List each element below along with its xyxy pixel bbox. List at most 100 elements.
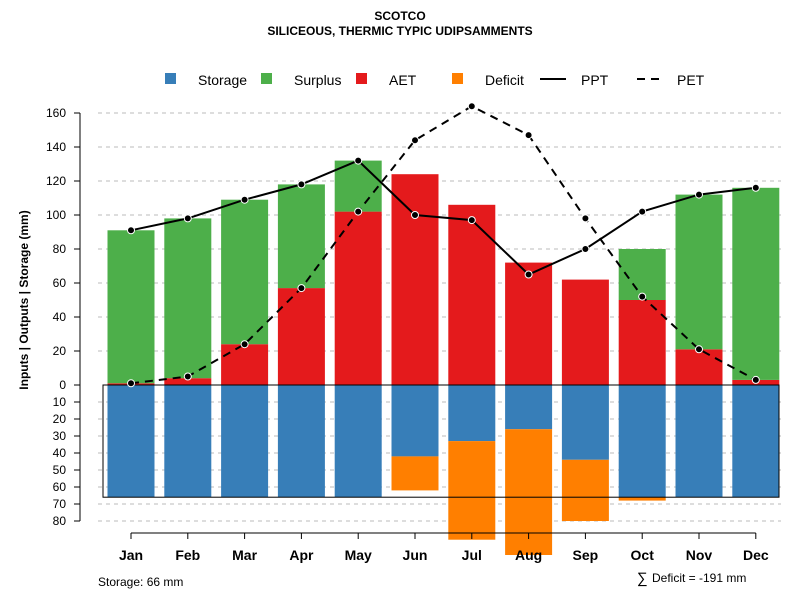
surplus-bar bbox=[277, 184, 325, 289]
x-tick-label: Aug bbox=[515, 547, 542, 563]
x-tick-label: Sep bbox=[573, 547, 599, 563]
pet-point bbox=[638, 292, 647, 301]
y-tick-label: 60 bbox=[53, 480, 67, 494]
pet-point bbox=[127, 379, 135, 388]
aet-bar bbox=[164, 378, 212, 385]
y-tick-label: 0 bbox=[59, 378, 66, 392]
storage-bar bbox=[675, 385, 723, 498]
ppt-point bbox=[127, 226, 135, 235]
legend-pet-label: PET bbox=[677, 72, 705, 88]
surplus-bar bbox=[221, 199, 269, 345]
storage-bar bbox=[448, 385, 496, 442]
x-tick-label: May bbox=[345, 547, 372, 563]
ppt-point bbox=[240, 195, 249, 204]
surplus-bar bbox=[164, 218, 212, 379]
ppt-point bbox=[751, 183, 760, 192]
deficit-bar bbox=[448, 441, 496, 540]
y-tick-label: 10 bbox=[53, 395, 67, 409]
y-tick-label: 40 bbox=[53, 310, 67, 324]
legend-ppt-label: PPT bbox=[581, 72, 609, 88]
storage-bar bbox=[221, 385, 269, 498]
y-tick-label: 40 bbox=[53, 446, 67, 460]
x-tick-label: Jan bbox=[119, 547, 143, 563]
y-tick-label: 20 bbox=[53, 344, 67, 358]
ppt-point bbox=[354, 156, 363, 165]
y-tick-label: 100 bbox=[46, 208, 66, 222]
ppt-point bbox=[581, 245, 590, 253]
storage-bar bbox=[334, 385, 382, 498]
deficit-bar bbox=[561, 459, 609, 521]
axes: 0 20 40 60 80 100 120 140 160 10 20 30 40 50 60 70 80 Jan… bbox=[46, 106, 780, 563]
pet-point bbox=[240, 340, 249, 349]
aet-bar bbox=[561, 279, 609, 385]
legend-deficit-label: Deficit bbox=[485, 72, 524, 88]
y-tick-label: 80 bbox=[53, 242, 67, 256]
y-tick-label: 20 bbox=[53, 412, 67, 426]
legend-surplus-label: Surplus bbox=[294, 72, 341, 88]
x-tick-label: Dec bbox=[743, 547, 769, 563]
storage-bar bbox=[561, 385, 609, 460]
chart-title: SCOTCO bbox=[374, 9, 426, 23]
pet-point bbox=[695, 345, 703, 354]
pet-point bbox=[354, 207, 363, 216]
y-tick-label: 60 bbox=[53, 276, 67, 290]
aet-bar bbox=[448, 204, 496, 385]
y-tick-label: 140 bbox=[46, 140, 66, 154]
x-tick-label: Apr bbox=[289, 547, 314, 563]
storage-bar bbox=[505, 385, 553, 430]
deficit-bar bbox=[618, 497, 666, 501]
y-tick-label: 160 bbox=[46, 106, 66, 120]
ppt-point bbox=[297, 180, 306, 189]
y-tick-label: 70 bbox=[53, 497, 67, 511]
storage-summary: Storage: 66 mm bbox=[98, 575, 183, 589]
x-tick-label: Nov bbox=[686, 547, 713, 563]
y-tick-label: 80 bbox=[53, 514, 67, 528]
y-tick-label: 120 bbox=[46, 174, 66, 188]
x-tick-label: Jun bbox=[403, 547, 428, 563]
legend-deficit-swatch bbox=[452, 73, 463, 84]
x-tick-label: Oct bbox=[631, 547, 655, 563]
x-tick-label: Mar bbox=[232, 547, 257, 563]
pet-point bbox=[581, 214, 590, 223]
legend-storage-swatch bbox=[165, 73, 176, 84]
deficit-bar bbox=[391, 456, 439, 491]
pet-point bbox=[524, 131, 533, 140]
storage-bar bbox=[107, 385, 155, 498]
pet-point bbox=[751, 375, 760, 384]
pet-point bbox=[297, 284, 306, 293]
ppt-point bbox=[411, 211, 419, 219]
y-tick-label: 30 bbox=[53, 429, 67, 443]
ppt-point bbox=[695, 190, 703, 199]
surplus-bar bbox=[334, 160, 382, 212]
aet-bar bbox=[391, 174, 439, 385]
surplus-bar bbox=[107, 230, 155, 384]
deficit-summary: Deficit = -191 mm bbox=[652, 571, 746, 585]
x-tick-label: Feb bbox=[175, 547, 200, 563]
storage-bar bbox=[164, 385, 212, 498]
aet-bar bbox=[221, 344, 269, 385]
y-tick-label: 50 bbox=[53, 463, 67, 477]
lines bbox=[127, 102, 760, 388]
pet-point bbox=[183, 372, 192, 381]
ppt-point bbox=[467, 216, 476, 225]
y-axis-title: Inputs | Outputs | Storage (mm) bbox=[17, 210, 31, 389]
storage-bar bbox=[277, 385, 325, 498]
aet-bar bbox=[505, 262, 553, 385]
ppt-point bbox=[183, 214, 192, 223]
storage-bar bbox=[391, 385, 439, 457]
legend: Storage Surplus AET Deficit PPT PET bbox=[165, 72, 705, 88]
pet-point bbox=[411, 136, 419, 145]
legend-aet-label: AET bbox=[389, 72, 417, 88]
legend-aet-swatch bbox=[356, 73, 367, 84]
chart-subtitle: SILICEOUS, THERMIC TYPIC UDIPSAMMENTS bbox=[267, 24, 533, 38]
deficit-sum-icon: ∑ bbox=[637, 570, 648, 587]
legend-surplus-swatch bbox=[261, 73, 272, 84]
aet-bar bbox=[334, 211, 382, 385]
aet-bar bbox=[675, 349, 723, 385]
surplus-bar bbox=[675, 194, 723, 350]
pet-point bbox=[467, 102, 476, 111]
surplus-bar bbox=[732, 187, 780, 380]
pet-line bbox=[130, 105, 757, 385]
aet-bar bbox=[277, 288, 325, 385]
